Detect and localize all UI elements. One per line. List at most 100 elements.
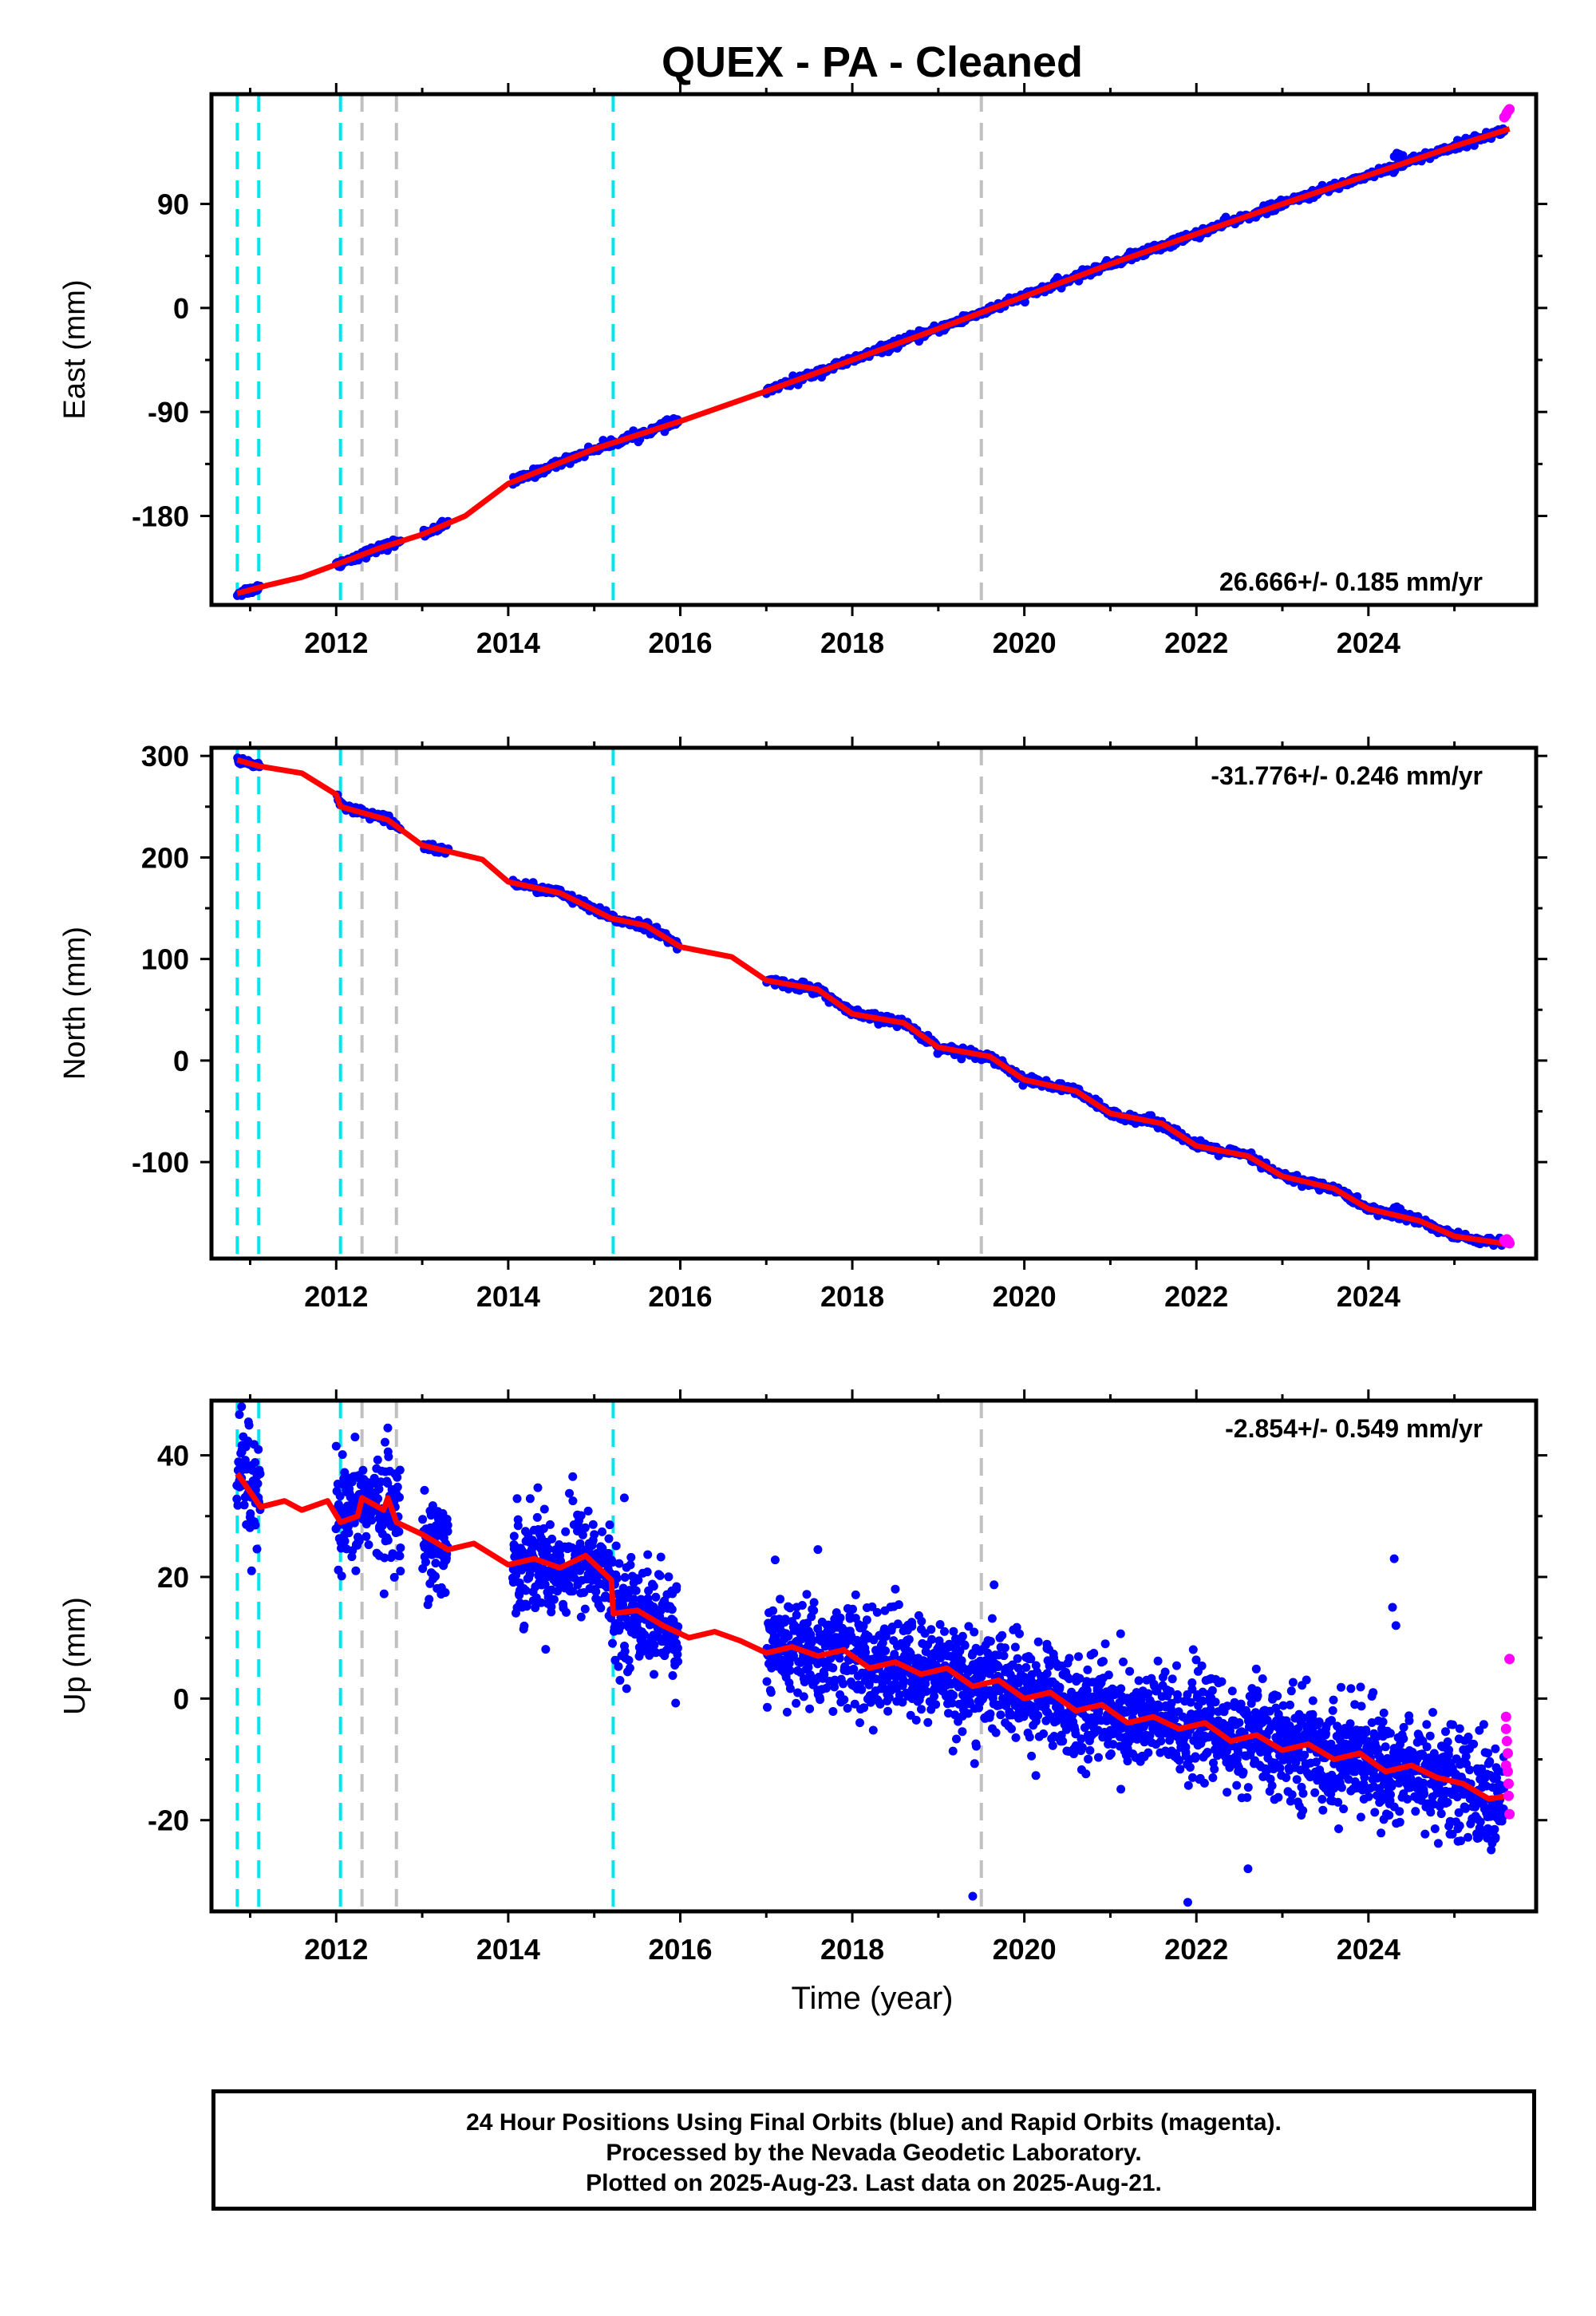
final-point — [1275, 1764, 1285, 1773]
final-point — [1238, 1768, 1248, 1777]
rapid-orbit-points — [1499, 104, 1515, 123]
final-point — [1140, 1737, 1149, 1747]
final-point — [233, 1500, 243, 1510]
final-point — [1292, 1775, 1302, 1784]
final-point — [338, 1450, 347, 1460]
final-point — [930, 1692, 939, 1701]
final-point — [1013, 1654, 1022, 1663]
final-point — [383, 1479, 393, 1488]
final-point — [1274, 1792, 1283, 1802]
final-point — [1377, 1828, 1386, 1838]
final-point — [1055, 1703, 1065, 1713]
final-point — [615, 1676, 625, 1685]
final-point — [799, 1692, 808, 1701]
final-point — [395, 1551, 405, 1561]
final-point — [1334, 1824, 1343, 1833]
final-point — [898, 1697, 907, 1707]
final-point — [1436, 1809, 1446, 1819]
final-point — [797, 1601, 807, 1610]
final-point — [251, 1520, 260, 1530]
final-point — [612, 1574, 622, 1583]
final-point — [948, 1746, 958, 1756]
final-point — [1232, 1755, 1242, 1764]
final-point — [1208, 1773, 1218, 1782]
plot-area — [232, 1401, 1515, 1911]
final-point — [1191, 1655, 1201, 1665]
final-point — [384, 1452, 393, 1461]
final-point — [931, 1700, 941, 1709]
final-point — [1428, 1708, 1437, 1717]
final-point — [1217, 1677, 1227, 1686]
final-point — [549, 1595, 559, 1604]
final-point — [519, 1621, 529, 1630]
final-point — [1370, 1808, 1380, 1817]
final-point — [990, 1580, 999, 1590]
final-point — [1089, 1649, 1099, 1658]
final-point — [1361, 1728, 1371, 1737]
x-tick-label: 2018 — [820, 1280, 884, 1313]
final-point — [1010, 1642, 1020, 1652]
final-point — [431, 1571, 440, 1581]
final-point — [626, 1560, 635, 1570]
final-point — [1422, 1720, 1432, 1729]
final-point — [540, 1579, 550, 1589]
final-point — [789, 1651, 798, 1661]
final-point — [361, 1531, 371, 1541]
rate-label: 26.666+/- 0.185 mm/yr — [1219, 567, 1483, 596]
final-point — [396, 1567, 405, 1576]
final-point — [1298, 1713, 1308, 1722]
final-point — [1430, 1824, 1440, 1833]
final-point — [1042, 1669, 1052, 1678]
final-point — [512, 1494, 522, 1504]
final-point — [971, 1741, 981, 1751]
final-point — [642, 1567, 652, 1577]
final-point — [893, 1619, 903, 1629]
final-point — [792, 1611, 801, 1620]
final-point — [656, 1552, 666, 1562]
final-point — [1250, 1708, 1260, 1717]
final-point — [816, 1695, 825, 1705]
final-point — [334, 1500, 343, 1509]
x-tick-label: 2024 — [1337, 1280, 1400, 1313]
final-point — [1443, 1737, 1452, 1746]
final-point — [598, 1527, 606, 1536]
final-point — [921, 1679, 930, 1689]
final-point — [395, 1492, 404, 1502]
final-point — [575, 1539, 585, 1548]
final-point — [596, 1603, 606, 1613]
final-point — [1027, 1751, 1037, 1761]
rapid-point — [1504, 1238, 1515, 1249]
final-point — [247, 1566, 256, 1575]
final-point — [1422, 1742, 1432, 1752]
final-point — [1077, 1743, 1087, 1752]
final-point — [949, 1690, 958, 1700]
final-point — [1356, 1812, 1365, 1822]
final-point — [1170, 1714, 1179, 1724]
final-point — [1084, 1754, 1093, 1764]
final-point — [1152, 1686, 1162, 1696]
final-point — [580, 1604, 590, 1614]
final-point — [547, 1534, 557, 1543]
final-point — [1296, 1765, 1306, 1775]
final-point — [1456, 1836, 1466, 1846]
plot-frame — [209, 92, 1539, 607]
y-tick-label: 0 — [173, 292, 189, 325]
final-point — [945, 1639, 954, 1649]
final-point — [1039, 1729, 1049, 1738]
plot-area — [233, 94, 1515, 605]
final-point — [1058, 1737, 1068, 1746]
final-point — [1227, 1686, 1237, 1696]
final-point — [1302, 1675, 1311, 1685]
final-point — [350, 1433, 360, 1442]
final-point — [1426, 1808, 1436, 1817]
final-orbit-points — [232, 1410, 1509, 1855]
final-point — [604, 1534, 614, 1543]
final-point — [1167, 1674, 1177, 1684]
final-point — [843, 1704, 852, 1713]
final-point — [828, 1663, 838, 1673]
y-tick-label: -90 — [148, 396, 189, 429]
final-point — [836, 1613, 845, 1622]
final-point — [513, 1521, 523, 1531]
final-point — [917, 1705, 926, 1714]
final-point — [379, 1589, 389, 1599]
